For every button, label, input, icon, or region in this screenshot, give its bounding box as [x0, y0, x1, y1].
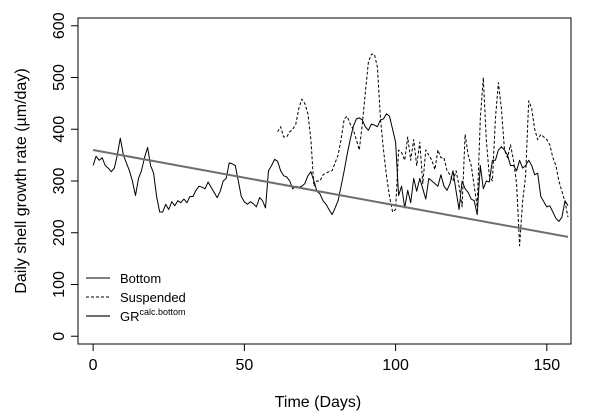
legend-label: Suspended: [120, 290, 186, 305]
series-bottom: [92, 113, 569, 222]
legend-label-text: Bottom: [120, 271, 161, 286]
legend-label-text: Suspended: [120, 290, 186, 305]
legend-label-text: GR: [120, 309, 140, 324]
x-axis-label: Time (Days): [275, 394, 362, 411]
series-layer: [92, 53, 569, 247]
x-tick-label: 150: [533, 357, 560, 374]
y-axis: 0 100 200 300 400 500 600: [51, 12, 78, 341]
legend-label-superscript: calc.bottom: [140, 307, 186, 317]
y-tick-label: 100: [51, 271, 68, 298]
legend: Bottom Suspended GRcalc.bottom: [86, 271, 186, 324]
legend-label: GRcalc.bottom: [120, 307, 186, 324]
y-tick-label: 500: [51, 64, 68, 91]
series-gr: [92, 149, 569, 238]
y-tick-label: 200: [51, 219, 68, 246]
y-tick-label: 300: [51, 168, 68, 195]
x-tick-label: 50: [235, 357, 253, 374]
y-tick-label: 0: [51, 332, 68, 341]
legend-label: Bottom: [120, 271, 161, 286]
x-tick-label: 0: [89, 357, 98, 374]
x-tick-label: 100: [382, 357, 409, 374]
y-axis-label: Daily shell growth rate (µm/day): [13, 68, 30, 293]
x-axis: 0 50 100 150: [89, 344, 560, 374]
y-tick-label: 400: [51, 116, 68, 143]
y-tick-label: 600: [51, 12, 68, 39]
series-suspended: [277, 53, 569, 247]
